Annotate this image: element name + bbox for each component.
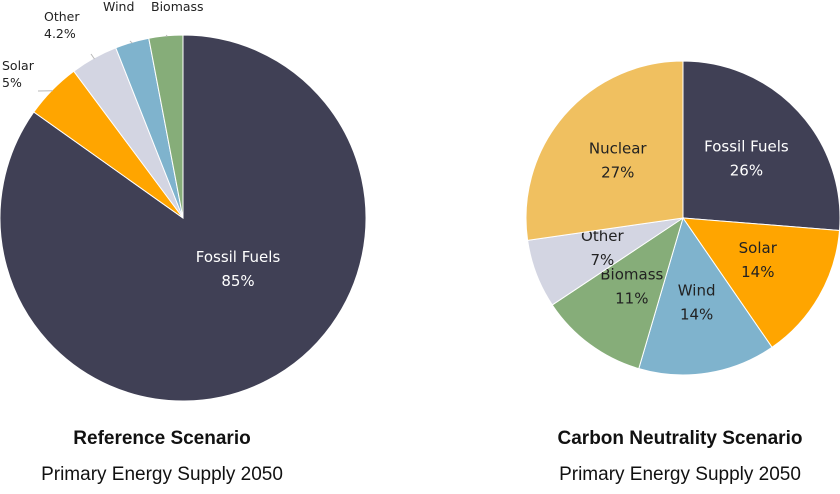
carbon-neutrality-subtitle: Primary Energy Supply 2050	[559, 464, 801, 485]
carbon-neutrality-value-biomass: 11%	[615, 290, 648, 308]
reference-title: Reference Scenario	[73, 428, 251, 449]
carbon-neutrality-value-nuclear: 27%	[601, 163, 634, 181]
reference-slice-biomass	[148, 34, 184, 219]
reference-leader-wind	[129, 40, 133, 44]
reference-leader-biomass	[165, 34, 168, 38]
carbon-neutrality-label-nuclear: Nuclear	[589, 139, 648, 157]
reference-label-wind: Wind	[103, 0, 134, 14]
carbon-neutrality-slice-biomass	[551, 216, 684, 370]
reference-label-biomass: Biomass	[151, 0, 204, 14]
carbon-neutrality-pie: Fossil Fuels 26% Solar 14% Wind 14% Biomass 11%…	[525, 60, 840, 376]
carbon-neutrality-value-solar: 14%	[741, 263, 774, 281]
reference-pie: Fossil Fuels 85% Solar 5% Other 4.2% Wind Bioma…	[0, 0, 367, 402]
reference-caption: Reference Scenario Primary Energy Supply…	[12, 428, 312, 486]
reference-value-other: 4.2%	[44, 26, 76, 41]
reference-value-fossil-fuels: 85%	[221, 272, 254, 290]
carbon-neutrality-value-wind: 14%	[680, 305, 713, 323]
reference-subtitle: Primary Energy Supply 2050	[41, 464, 283, 485]
reference-label-solar: Solar	[2, 58, 35, 73]
reference-leader-other	[90, 53, 95, 60]
carbon-neutrality-label-wind: Wind	[678, 281, 716, 299]
carbon-neutrality-label-fossil-fuels: Fossil Fuels	[704, 137, 789, 155]
carbon-neutrality-label-solar: Solar	[739, 239, 778, 257]
carbon-neutrality-slice-wind	[638, 216, 773, 376]
reference-label-other: Other	[44, 9, 80, 24]
carbon-neutrality-value-other: 7%	[590, 251, 614, 269]
carbon-neutrality-slice-solar	[681, 217, 840, 349]
reference-value-solar: 5%	[2, 75, 22, 90]
carbon-neutrality-caption: Carbon Neutrality Scenario Primary Energ…	[530, 428, 830, 486]
carbon-neutrality-label-biomass: Biomass	[600, 266, 663, 284]
carbon-neutrality-slice-fossil-fuels	[682, 60, 840, 231]
reference-label-fossil-fuels: Fossil Fuels	[196, 248, 281, 266]
carbon-neutrality-slice-nuclear	[525, 60, 684, 241]
carbon-neutrality-value-fossil-fuels: 26%	[730, 161, 763, 179]
carbon-neutrality-title: Carbon Neutrality Scenario	[557, 428, 803, 449]
